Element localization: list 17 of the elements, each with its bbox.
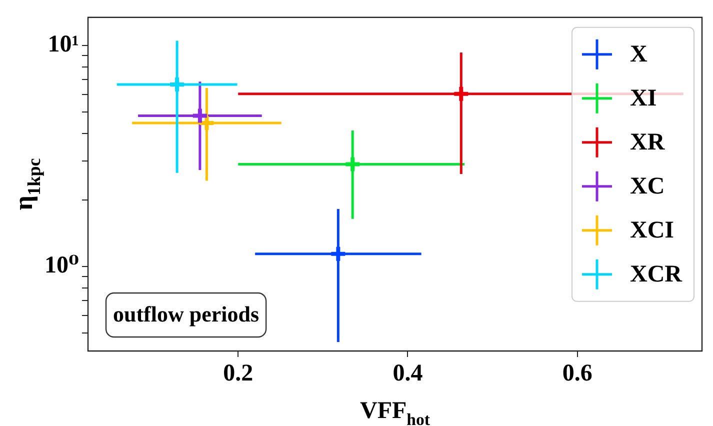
annotation: outflow periods xyxy=(113,302,260,327)
x-tick-label: 0.4 xyxy=(392,360,423,387)
point xyxy=(344,155,362,174)
y-axis-title: η1kpc xyxy=(9,158,44,210)
point xyxy=(452,84,470,103)
legend-label: XCR xyxy=(630,262,683,288)
y-tick-label: 10⁰ xyxy=(44,252,79,279)
legend-label: X xyxy=(630,42,648,68)
point xyxy=(329,244,348,263)
legend-label: XCI xyxy=(630,218,674,244)
legend-label: XC xyxy=(630,174,665,200)
x-tick-label: 0.2 xyxy=(223,360,254,387)
legend-label: XI xyxy=(630,86,657,112)
y-tick-label: 10¹ xyxy=(48,32,79,58)
legend-label: XR xyxy=(630,130,666,156)
point xyxy=(190,106,209,125)
x-tick-label: 0.6 xyxy=(562,360,592,387)
